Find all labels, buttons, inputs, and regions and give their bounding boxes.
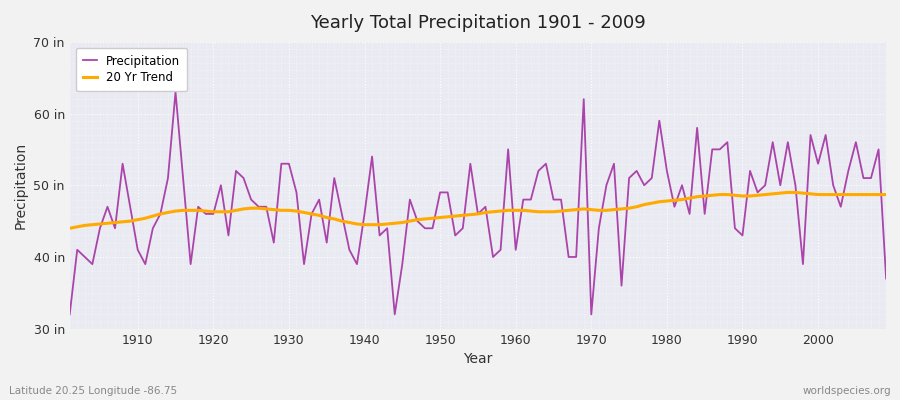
Line: Precipitation: Precipitation [69, 92, 886, 314]
Precipitation [170, 90, 181, 94]
Precipitation [64, 312, 75, 317]
20 Yr Trend [503, 208, 514, 213]
20 Yr Trend [291, 209, 302, 214]
Precipitation [510, 247, 521, 252]
Title: Yearly Total Precipitation 1901 - 2009: Yearly Total Precipitation 1901 - 2009 [310, 14, 646, 32]
20 Yr Trend [64, 226, 75, 231]
20 Yr Trend [125, 219, 136, 224]
20 Yr Trend [510, 208, 521, 213]
Precipitation [608, 161, 619, 166]
Text: Latitude 20.25 Longitude -86.75: Latitude 20.25 Longitude -86.75 [9, 386, 177, 396]
Precipitation [299, 262, 310, 266]
Precipitation [881, 276, 892, 281]
X-axis label: Year: Year [464, 352, 492, 366]
20 Yr Trend [782, 190, 793, 195]
Precipitation [518, 197, 528, 202]
Line: 20 Yr Trend: 20 Yr Trend [69, 192, 886, 228]
Y-axis label: Precipitation: Precipitation [14, 142, 28, 229]
20 Yr Trend [881, 192, 892, 197]
Precipitation [125, 204, 136, 209]
Precipitation [344, 247, 355, 252]
20 Yr Trend [337, 219, 347, 224]
Text: worldspecies.org: worldspecies.org [803, 386, 891, 396]
20 Yr Trend [601, 208, 612, 213]
Legend: Precipitation, 20 Yr Trend: Precipitation, 20 Yr Trend [76, 48, 187, 91]
